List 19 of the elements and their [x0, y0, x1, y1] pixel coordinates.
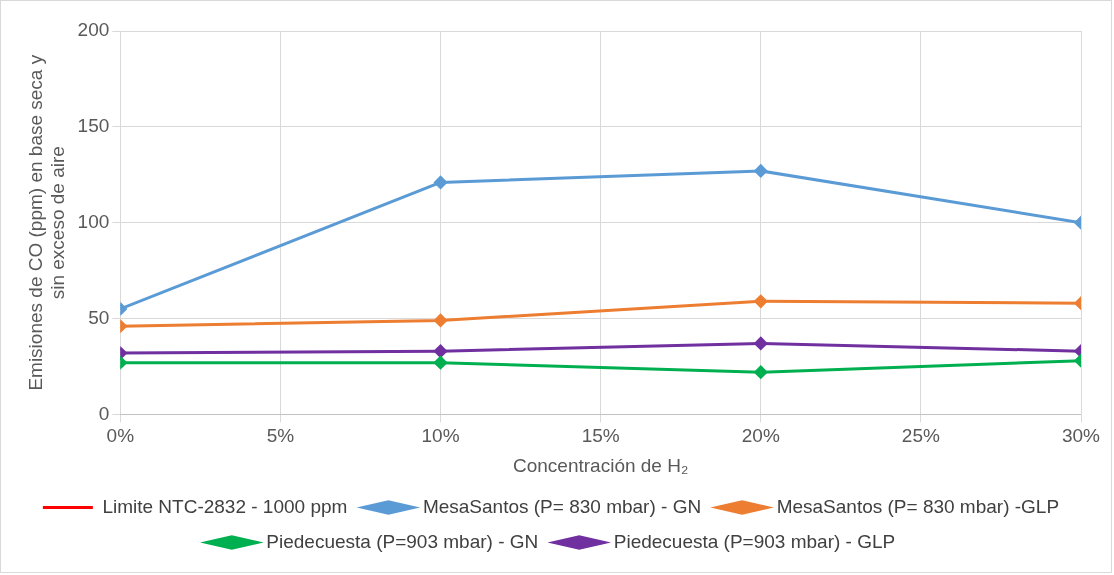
- legend-label: MesaSantos (P= 830 mbar) -GLP: [776, 495, 1060, 517]
- y-axis-title: Emisiones de CO (ppm) en base seca y sin exceso de aire: [24, 54, 69, 391]
- x-axis-title: Concentración de H₂: [512, 454, 689, 476]
- x-tick-label: 5%: [266, 425, 295, 447]
- y-tick-label: 100: [77, 210, 110, 232]
- legend-label: Piedecuesta (P=903 mbar) - GN: [266, 530, 539, 552]
- legend-label: Piedecuesta (P=903 mbar) - GLP: [613, 530, 896, 552]
- y-tick-label: 0: [98, 402, 110, 424]
- legend-label: Limite NTC-2832 - 1000 ppm: [102, 495, 348, 517]
- x-tick-label: 15%: [581, 425, 620, 447]
- legend-label: MesaSantos (P= 830 mbar) - GN: [422, 495, 702, 517]
- x-tick-label: 10%: [421, 425, 460, 447]
- y-tick-label: 200: [77, 19, 110, 41]
- x-tick-label: 30%: [1061, 425, 1101, 447]
- y-tick-label: 50: [88, 306, 110, 328]
- x-tick-label: 0%: [106, 425, 135, 447]
- x-tick-label: 20%: [741, 425, 780, 447]
- y-tick-label: 150: [77, 115, 110, 137]
- x-tick-label: 25%: [901, 425, 940, 447]
